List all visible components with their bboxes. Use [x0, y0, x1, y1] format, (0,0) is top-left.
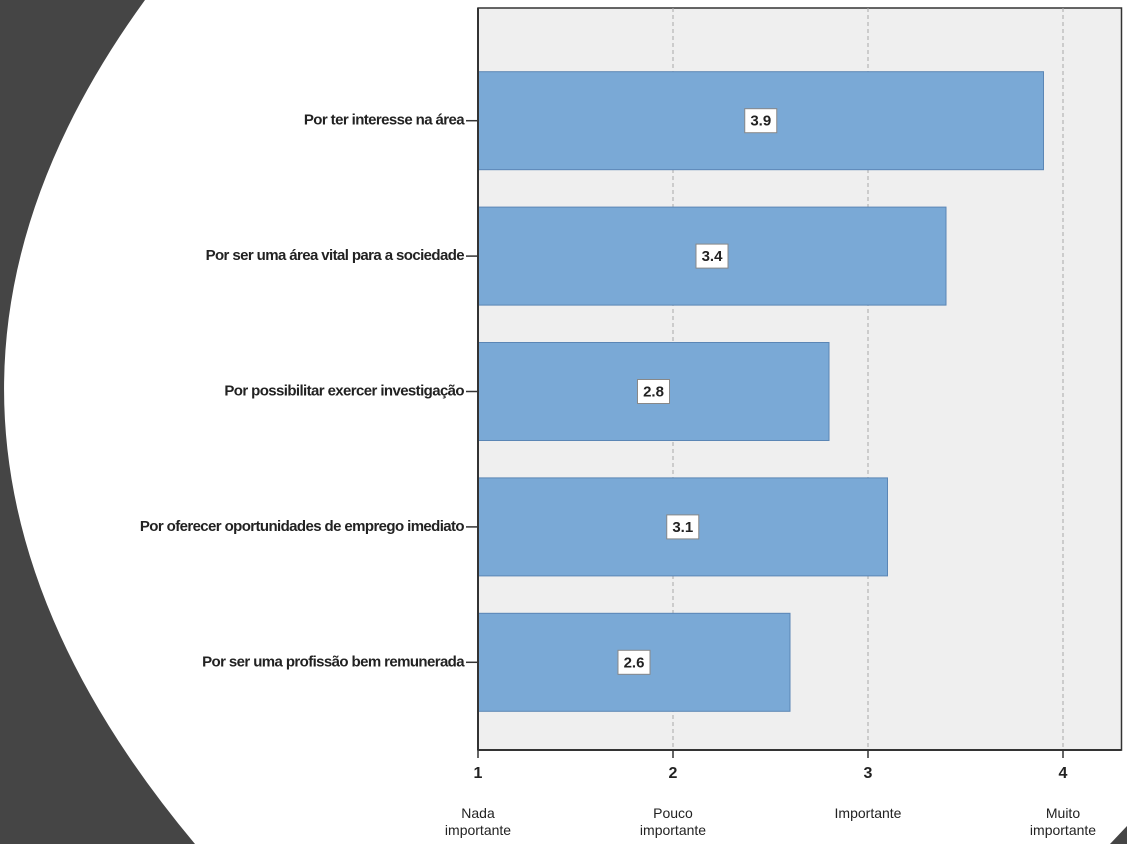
- tick-description: Muito importante: [1029, 805, 1097, 838]
- value-label-box: [666, 514, 700, 540]
- background-shape: [0, 0, 195, 844]
- y-tick-label: Por ser uma área vital para a sociedade: [206, 247, 465, 264]
- background-shape: [1110, 826, 1127, 844]
- value-label-box: [617, 649, 651, 675]
- value-label: 3.9: [750, 113, 771, 130]
- tick-description: Importante: [834, 805, 902, 821]
- tick-description: Pouco importante: [639, 805, 707, 838]
- value-label: 3.4: [702, 248, 724, 265]
- x-tick-label: 1: [474, 765, 483, 782]
- value-label-box: [695, 243, 729, 269]
- x-tick-label: 3: [864, 765, 873, 782]
- y-tick-label: Por oferecer oportunidades de emprego im…: [140, 518, 465, 535]
- value-label: 3.1: [672, 519, 693, 536]
- y-tick-label: Por ter interesse na área: [304, 112, 465, 129]
- value-label-box: [637, 379, 670, 404]
- value-label: 2.6: [624, 654, 645, 671]
- value-label-box: [744, 108, 778, 134]
- x-tick-label: 2: [669, 765, 678, 782]
- y-tick-label: Por ser uma profissão bem remunerada: [202, 653, 465, 670]
- x-tick-label: 4: [1059, 765, 1068, 782]
- y-tick-label: Por possibilitar exercer investigação: [224, 382, 464, 399]
- tick-description: Nada importante: [444, 805, 512, 838]
- value-label: 2.8: [643, 383, 664, 400]
